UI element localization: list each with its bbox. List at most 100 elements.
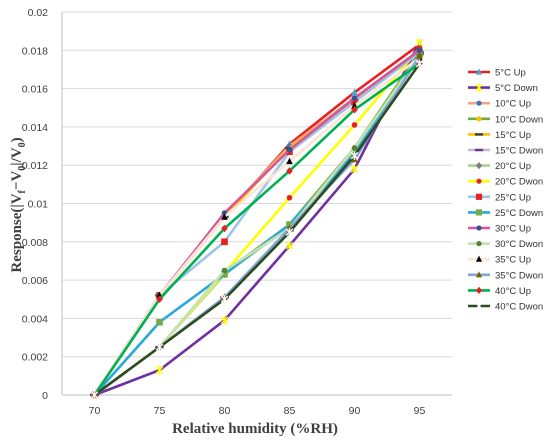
legend-item: 25°C Down [468, 208, 543, 219]
legend-label: 20°C Up [495, 161, 531, 172]
data-point [221, 267, 228, 274]
y-axis-title: Response(|Vf−V0|/V0) [9, 137, 28, 272]
y-tick-label: 0.002 [22, 352, 48, 364]
legend-label: 35°C Up [495, 255, 531, 266]
data-point [286, 167, 293, 175]
x-tick-label: 70 [89, 405, 101, 417]
data-point [155, 342, 164, 352]
legend: 5°C Up 5°C Down 10°C Up 10°C Down 15°C Up 15°… [468, 68, 543, 313]
legend-label: 40°C Dwon [495, 302, 543, 313]
x-axis-title: Relative humidity (%RH) [172, 421, 338, 437]
data-point [475, 255, 483, 262]
data-point [286, 221, 293, 228]
data-point [351, 98, 358, 106]
legend-label: 10°C Up [495, 99, 531, 110]
series [91, 45, 423, 398]
data-point [475, 83, 483, 92]
data-point [156, 295, 163, 304]
data-point [476, 178, 482, 184]
legend-item: 30°C Dwon [468, 239, 543, 250]
series-line [93, 50, 421, 397]
data-point [155, 365, 164, 375]
data-point [475, 193, 483, 200]
series-line [93, 62, 421, 397]
data-point [415, 59, 424, 69]
series [91, 59, 423, 399]
legend-item: 25°C Up [468, 192, 531, 203]
data-point [221, 224, 228, 233]
y-tick-label: 0.006 [22, 275, 48, 287]
legend-label: 15°C Dwon [495, 146, 543, 157]
legend-label: 35°C Dwon [495, 270, 543, 281]
series [90, 59, 424, 400]
series-line [93, 48, 421, 397]
data-point [474, 133, 484, 136]
series [91, 54, 423, 398]
y-tick-label: 0.004 [22, 313, 48, 325]
legend-item: 40°C Dwon [468, 302, 543, 313]
legend-item: 20°C Dwon [468, 177, 543, 188]
data-point [476, 100, 482, 106]
data-point [475, 162, 483, 170]
legend-label: 5°C Down [495, 83, 538, 94]
y-tick-label: 0.008 [22, 237, 48, 249]
legend-item: 30°C Up [468, 224, 531, 235]
data-point [475, 209, 483, 216]
legend-label: 5°C Up [495, 68, 526, 79]
legend-item: 35°C Dwon [468, 270, 543, 281]
data-point [285, 241, 294, 250]
data-point [476, 241, 482, 247]
data-point [416, 47, 423, 54]
y-tick-label: 0.012 [22, 160, 48, 172]
data-point [475, 271, 483, 278]
y-tick-label: 0 [42, 390, 48, 402]
data-point [475, 286, 483, 294]
data-point [474, 148, 484, 152]
data-point [220, 294, 229, 304]
data-point [220, 316, 229, 325]
legend-item: 35°C Up [468, 255, 531, 266]
series-lines [90, 38, 424, 400]
data-point [476, 116, 482, 122]
legend-item: 15°C Up [468, 130, 531, 141]
axes [61, 12, 452, 396]
y-tick-labels: 0 0.002 0.004 0.006 0.008 0.01 0.012 0.014 0.016… [22, 7, 48, 402]
legend-label: 25°C Up [495, 192, 531, 203]
data-point [351, 145, 358, 151]
data-point [351, 122, 358, 128]
legend-item: 10°C Up [468, 99, 531, 110]
x-tick-labels: 70 75 80 85 90 95 [89, 405, 426, 417]
data-point [351, 88, 358, 96]
series-line [93, 48, 421, 397]
legend-label: 40°C Up [495, 286, 531, 297]
y-tick-label: 0.016 [22, 84, 48, 96]
data-point [286, 157, 293, 165]
data-point [416, 52, 423, 59]
y-tick-label: 0.014 [22, 122, 48, 134]
data-point [221, 271, 228, 278]
legend-label: 20°C Dwon [495, 177, 543, 188]
legend-label: 30°C Up [495, 224, 531, 235]
legend-label: 30°C Dwon [495, 239, 543, 250]
series-line [93, 50, 421, 397]
legend-item: 20°C Up [468, 161, 531, 172]
series [91, 47, 423, 398]
data-point [350, 151, 359, 160]
data-point [475, 68, 483, 75]
x-tick-label: 85 [284, 405, 296, 417]
data-point [221, 238, 228, 246]
data-point [476, 225, 482, 231]
y-tick-label: 0.01 [28, 199, 49, 211]
data-point [351, 105, 358, 114]
x-tick-label: 80 [219, 405, 231, 417]
data-point [286, 147, 293, 153]
legend-label: 25°C Down [495, 208, 543, 219]
legend-item: 5°C Down [468, 83, 538, 94]
x-tick-label: 95 [414, 405, 426, 417]
y-tick-label: 0.02 [28, 7, 49, 19]
legend-item: 15°C Dwon [468, 146, 543, 157]
series [91, 47, 423, 398]
data-point [221, 213, 228, 220]
legend-label: 15°C Up [495, 130, 531, 141]
